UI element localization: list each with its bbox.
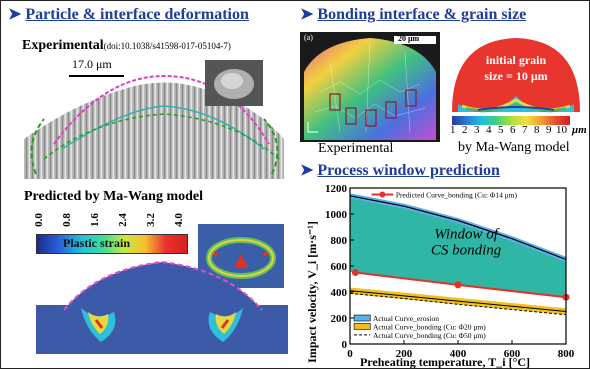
strain-tick: 3.2 <box>144 213 157 227</box>
grain-tick: 9 <box>546 124 552 136</box>
grain-tick: 10 <box>556 124 567 136</box>
grain-tick: 4 <box>486 124 492 136</box>
legend-predicted-marker <box>379 191 386 198</box>
predicted-label: Predicted by Ma-Wang model <box>24 189 204 204</box>
strain-tick: 1.6 <box>88 213 101 227</box>
predicted-point <box>454 281 462 289</box>
grain-text-line-2: size = 10 μm <box>484 69 547 83</box>
simulation-deformation-image <box>36 260 288 354</box>
x-tick-label: 200 <box>396 348 413 360</box>
grain-size-colorbar <box>452 116 570 125</box>
y-tick-label: 1200 <box>325 183 348 195</box>
doi-text: (doi:10.1038/s41598-017-05104-7) <box>103 41 231 51</box>
erosion-curve <box>349 195 567 261</box>
legend-swatch <box>353 323 371 330</box>
grain-unit: μm <box>572 124 587 136</box>
arrow-icon: ➤ <box>8 6 22 23</box>
strain-tick-row: 0.0 0.8 1.6 2.4 3.2 4.0 <box>32 206 186 234</box>
ebsd-grain-map <box>300 32 440 142</box>
predicted-point <box>351 269 359 276</box>
x-tick-label: 600 <box>504 348 521 360</box>
scale-bar-label: 17.0 μm <box>72 57 112 71</box>
plastic-strain-label: Plastic strain <box>63 236 130 250</box>
grain-tick: 7 <box>522 124 528 136</box>
bonding-20-curve <box>349 290 567 312</box>
grain-model-image: initial grain size = 10 μm <box>452 38 580 113</box>
process-window-chart: Impact velocity, V_i [m·s⁻¹] Preheating … <box>305 183 575 368</box>
ring-model-inset <box>198 224 284 288</box>
experimental-label: Experimental(doi:10.1038/s41598-017-0510… <box>22 38 231 53</box>
x-tick-label: 0 <box>347 348 353 360</box>
legend-swatch <box>353 314 371 322</box>
ebsd-panel-tag: (a) <box>304 33 313 42</box>
y-tick-label: 0 <box>342 339 348 351</box>
grain-tick: 8 <box>534 124 540 136</box>
model-caption: by Ma-Wang model <box>458 140 570 155</box>
x-tick-label: 800 <box>558 348 575 360</box>
chart-ylabel: Impact velocity, V_i [m·s⁻¹] <box>305 221 319 363</box>
x-tick-label: 400 <box>450 348 467 360</box>
ebsd-scale-label: 20 μm <box>398 34 420 43</box>
right-heading: ➤ Bonding interface & grain size <box>300 6 527 23</box>
arrow-icon: ➤ <box>300 6 314 23</box>
legend-label: Actual Curve_bonding (Cu: Φ20 μm) <box>373 322 486 331</box>
chart-xlabel: Preheating temperature, T_i [°C] <box>360 355 530 368</box>
strain-tick: 0.8 <box>60 213 73 227</box>
y-tick-label: 1000 <box>325 209 348 221</box>
y-tick-label: 200 <box>331 313 348 325</box>
grain-tick: 3 <box>474 124 480 136</box>
strain-tick: 2.4 <box>116 213 129 227</box>
particle-sem-inset <box>205 60 263 106</box>
strain-tick: 0.0 <box>32 213 45 227</box>
grain-tick: 1 <box>450 124 456 136</box>
grain-text-line-1: initial grain <box>486 53 547 67</box>
window-text-line: CS bonding <box>431 242 502 258</box>
plastic-strain-colorbar: Plastic strain <box>36 234 188 254</box>
y-tick-label: 600 <box>331 261 348 273</box>
grain-tick: 2 <box>462 124 468 136</box>
legend-predicted-label: Predicted Curve_bonding (Cu: Φ14 μm) <box>396 191 518 200</box>
grain-tick: 5 <box>498 124 504 136</box>
left-heading: ➤ Particle & interface deformation <box>8 6 249 23</box>
window-heading: ➤ Process window prediction <box>300 162 500 179</box>
y-tick-label: 800 <box>331 235 348 247</box>
cs-bonding-window-area <box>350 195 566 298</box>
window-text-line: Window of <box>434 227 500 243</box>
arrow-icon: ➤ <box>300 162 314 179</box>
ebsd-caption: Experimental <box>318 141 394 156</box>
bonding-50-curve <box>349 292 567 316</box>
y-tick-label: 400 <box>331 287 348 299</box>
legend-label: Actual Curve_erosion <box>373 314 439 323</box>
legend-label: Actual Curve_bonding (Cu: Φ50 μm) <box>373 331 486 340</box>
strain-tick: 4.0 <box>172 213 185 227</box>
sem-cross-section-image <box>14 54 296 179</box>
grain-tick-row: 1 2 3 4 5 6 7 8 9 10 μm <box>450 124 590 138</box>
grain-tick: 6 <box>510 124 516 136</box>
